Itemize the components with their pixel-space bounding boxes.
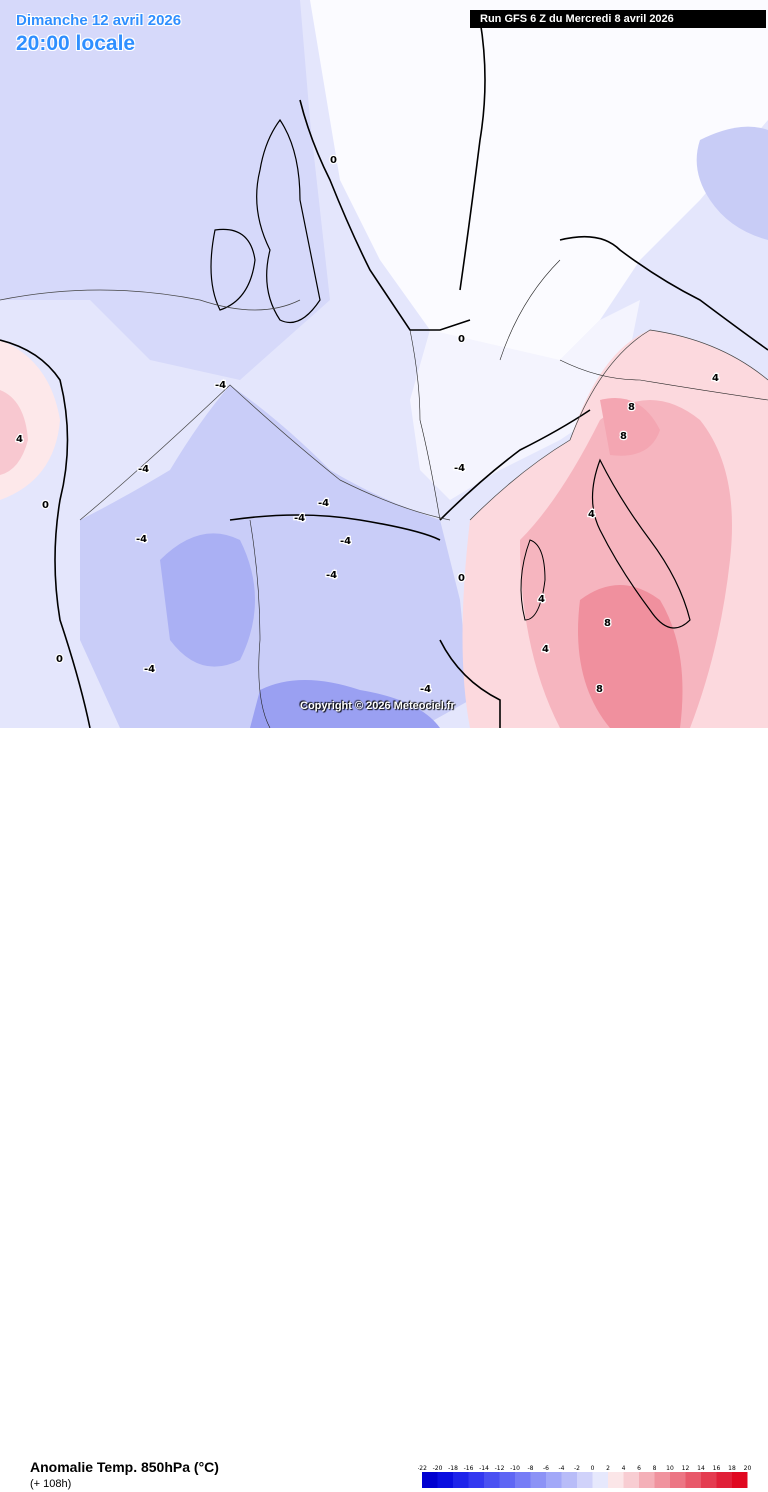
legend-tick-label: -22: [418, 1465, 427, 1472]
legend-swatch: [484, 1472, 500, 1488]
legend-tick-label: -18: [448, 1465, 458, 1472]
legend-tick-label: -2: [574, 1465, 580, 1472]
legend-swatch: [422, 1472, 438, 1488]
legend-swatch: [655, 1472, 671, 1488]
isotherm-label: 8: [628, 402, 635, 413]
temperature-anomaly-map: -4 -4 -4 -4 -4 -4 -4 -4 -4 -4 0 0 0 0 0 …: [0, 0, 768, 728]
legend-swatch: [624, 1472, 640, 1488]
legend-swatch: [639, 1472, 655, 1488]
legend-tick-label: 14: [697, 1465, 705, 1472]
legend-swatch: [562, 1472, 578, 1488]
isotherm-label: 0: [330, 155, 337, 166]
legend-tick-label: -10: [510, 1465, 520, 1472]
legend-tick-label: 8: [653, 1465, 657, 1472]
legend-tick-label: -12: [495, 1465, 505, 1472]
isotherm-label: 8: [604, 618, 611, 629]
legend-swatch: [546, 1472, 562, 1488]
weather-map-page: -4 -4 -4 -4 -4 -4 -4 -4 -4 -4 0 0 0 0 0 …: [0, 0, 768, 768]
isotherm-label: 4: [542, 644, 549, 655]
isotherm-label: 4: [16, 434, 23, 445]
legend-swatch: [732, 1472, 748, 1488]
isotherm-label: 4: [588, 509, 595, 520]
legend-swatch: [701, 1472, 717, 1488]
map-footer: Anomalie Temp. 850hPa (°C) (+ 108h) -22-…: [0, 728, 768, 768]
legend-tick-label: -6: [543, 1465, 549, 1472]
isotherm-label: 0: [458, 334, 465, 345]
isotherm-label: -4: [215, 380, 226, 391]
isotherm-label: 0: [458, 573, 465, 584]
forecast-time: 20:00 locale: [16, 32, 135, 56]
legend-swatch: [515, 1472, 531, 1488]
legend-tick-label: 16: [713, 1465, 721, 1472]
isotherm-label: 8: [620, 431, 627, 442]
model-run-banner: Run GFS 6 Z du Mercredi 8 avril 2026: [470, 10, 766, 28]
legend-swatch: [593, 1472, 609, 1488]
legend-tick-label: -20: [433, 1465, 443, 1472]
legend-swatch: [500, 1472, 516, 1488]
legend-tick-label: -16: [464, 1465, 474, 1472]
legend-swatch: [686, 1472, 702, 1488]
legend-swatch: [531, 1472, 547, 1488]
legend-swatch: [469, 1472, 485, 1488]
legend-tick-label: 10: [666, 1465, 674, 1472]
isotherm-label: -4: [454, 463, 465, 474]
isotherm-label: 8: [596, 684, 603, 695]
legend-tick-label: -4: [559, 1465, 565, 1472]
isotherm-label: -4: [318, 498, 329, 509]
legend-tick-label: 2: [606, 1465, 610, 1472]
legend-tick-label: 4: [622, 1465, 626, 1472]
parameter-title: Anomalie Temp. 850hPa (°C): [30, 1459, 219, 1475]
legend-swatch: [670, 1472, 686, 1488]
lead-time: (+ 108h): [30, 1478, 71, 1490]
legend-swatch: [577, 1472, 593, 1488]
isotherm-label: 0: [42, 500, 49, 511]
forecast-date: Dimanche 12 avril 2026: [16, 12, 181, 29]
isotherm-label: -4: [420, 684, 431, 695]
legend-tick-label: 20: [744, 1465, 752, 1472]
isotherm-label: -4: [294, 513, 305, 524]
isotherm-label: 4: [712, 373, 719, 384]
legend-tick-label: 0: [591, 1465, 595, 1472]
copyright-watermark: Copyright © 2026 Meteociel.fr: [300, 700, 455, 712]
legend-tick-label: 6: [637, 1465, 641, 1472]
isotherm-label: -4: [144, 664, 155, 675]
isotherm-label: 0: [56, 654, 63, 665]
legend-swatch: [438, 1472, 454, 1488]
legend-swatch: [717, 1472, 733, 1488]
isotherm-label: -4: [136, 534, 147, 545]
legend-swatch: [608, 1472, 624, 1488]
legend-swatch: [453, 1472, 469, 1488]
legend-tick-label: -14: [479, 1465, 489, 1472]
isotherm-label: -4: [138, 464, 149, 475]
legend-tick-label: 18: [728, 1465, 736, 1472]
isotherm-label: -4: [326, 570, 337, 581]
legend-tick-label: 12: [682, 1465, 690, 1472]
isotherm-label: -4: [340, 536, 351, 547]
legend-tick-label: -8: [528, 1465, 534, 1472]
isotherm-label: 4: [538, 594, 545, 605]
